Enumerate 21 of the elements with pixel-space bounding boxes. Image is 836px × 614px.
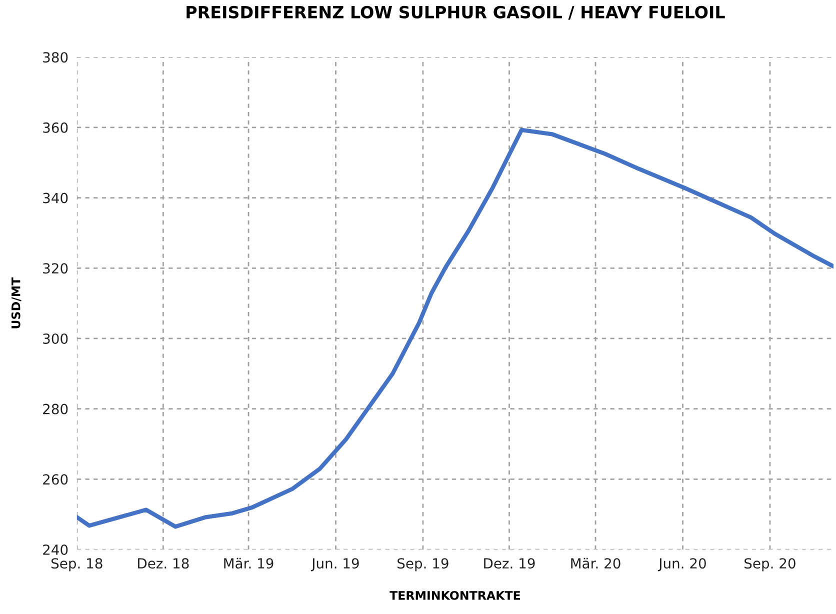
x-tick-label: Jun. 20 [658, 558, 706, 572]
y-tick-label: 380 [43, 52, 68, 63]
y-axis-title: USD/MT [11, 277, 22, 328]
line-series [76, 128, 834, 529]
x-tick-label: Dez. 19 [484, 558, 535, 569]
y-tick-label: 320 [43, 263, 68, 274]
y-tick-label: 280 [43, 404, 68, 414]
y-tick-label: 260 [43, 474, 68, 485]
y-tick-label: 340 [43, 192, 68, 204]
y-tick-label: 300 [43, 333, 68, 344]
x-tick-label: Sep. 18 [51, 558, 102, 572]
y-tick-label: 240 [43, 544, 68, 556]
x-axis-title: TERMINKONTRAKTE [390, 590, 520, 600]
y-tick-label: 360 [43, 122, 68, 133]
x-tick-label: Jun. 19 [310, 558, 359, 572]
chart-title: PREISDIFFERENZ LOW SULPHUR GASOIL / HEAVY FUELOIL [186, 6, 725, 20]
x-tick-label: Mär. 20 [571, 558, 620, 569]
x-tick-label: Sep. 20 [744, 558, 796, 572]
x-tick-label: Sep. 19 [398, 558, 448, 572]
x-tick-label: Mär. 19 [224, 558, 274, 569]
x-tick-label: Dez. 18 [138, 558, 189, 569]
